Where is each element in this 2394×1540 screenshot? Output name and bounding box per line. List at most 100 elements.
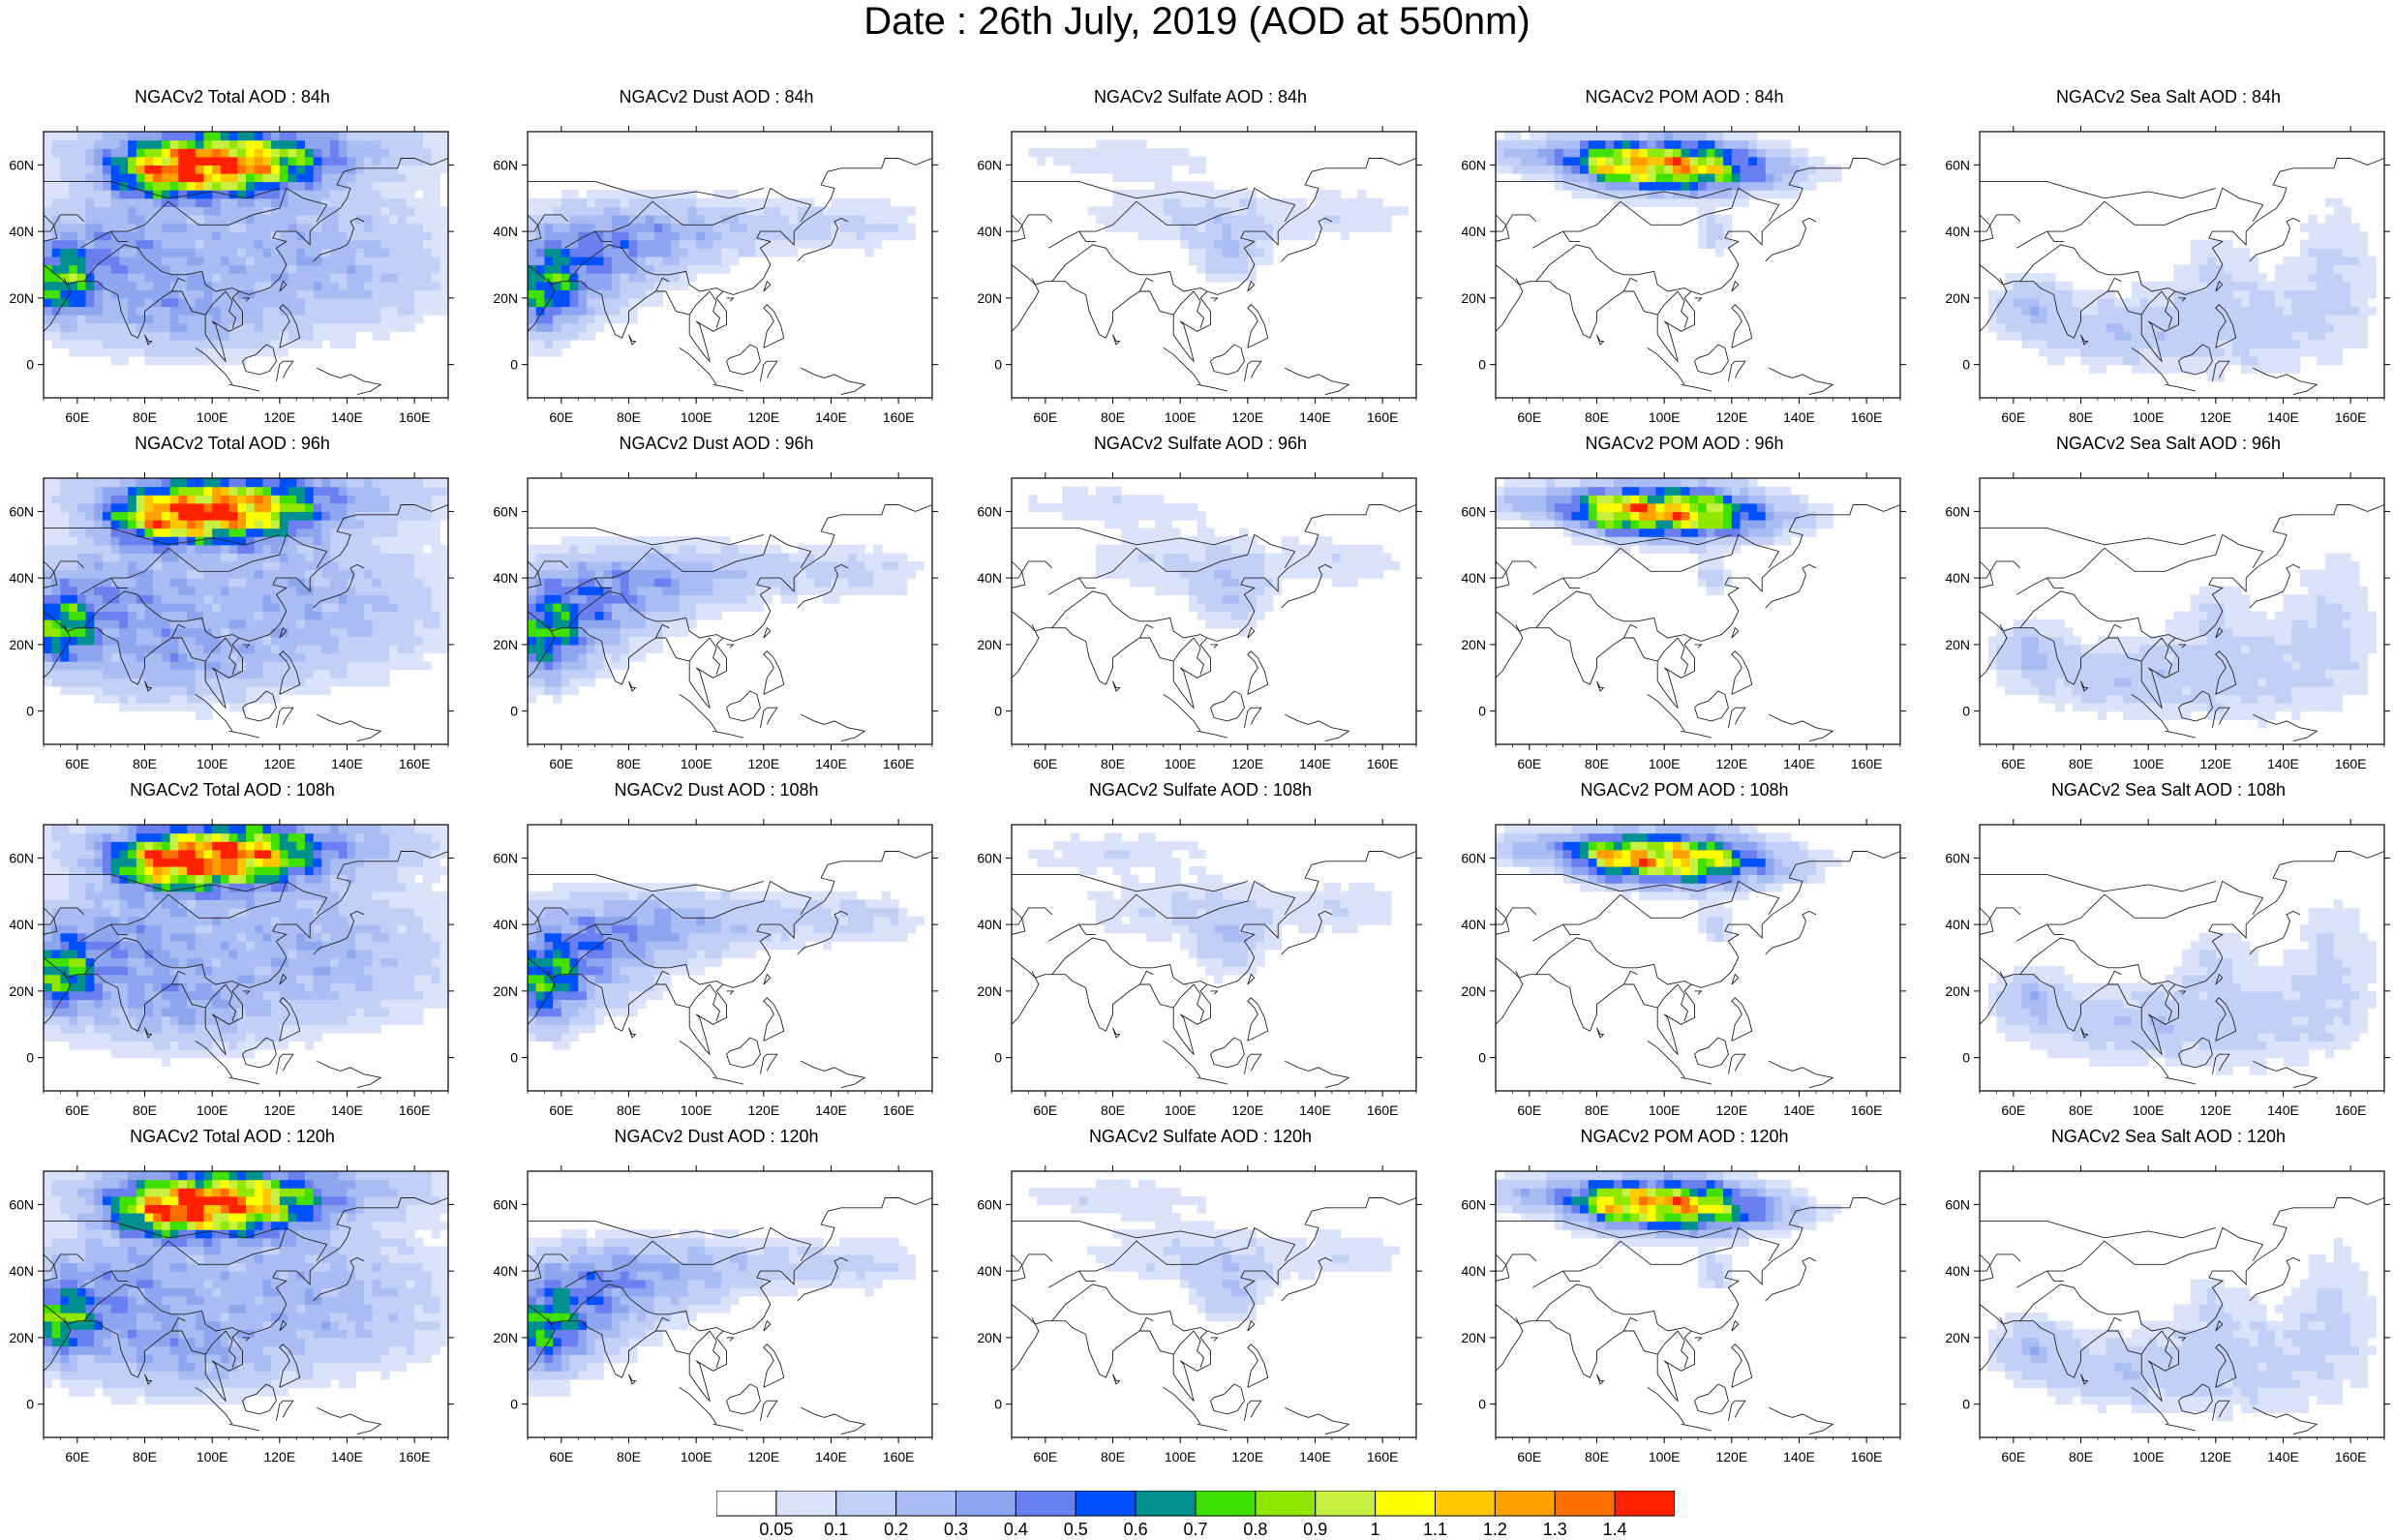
figure-title: Date : 26th July, 2019 (AOD at 550nm) [0, 0, 2394, 43]
latitude-tick-label: 20N [9, 1330, 34, 1345]
latitude-tick-label: 40N [977, 224, 1002, 239]
longitude-tick-label: 120E [747, 1449, 779, 1464]
latitude-tick-label: 40N [1461, 917, 1486, 932]
latitude-tick-label: 20N [1461, 983, 1486, 999]
latitude-tick-label: 20N [9, 983, 34, 999]
longitude-tick-label: 100E [2133, 409, 2165, 424]
longitude-tick-label: 80E [617, 1102, 641, 1117]
longitude-tick-label: 60E [1033, 1102, 1057, 1117]
latitude-tick-label: 60N [1945, 850, 1970, 865]
longitude-tick-label: 80E [2069, 1449, 2093, 1464]
latitude-tick-label: 60N [1945, 1196, 1970, 1212]
longitude-tick-label: 80E [617, 409, 641, 424]
longitude-tick-label: 140E [331, 409, 363, 424]
latitude-tick-label: 20N [1461, 290, 1486, 306]
longitude-tick-label: 80E [1101, 756, 1125, 770]
panel-title: NGACv2 Dust AOD : 120h [484, 1127, 949, 1146]
aod-field [528, 190, 916, 356]
panel-title: NGACv2 Dust AOD : 108h [484, 780, 949, 800]
latitude-tick-label: 0 [26, 1050, 34, 1066]
colorbar-box [1076, 1491, 1136, 1516]
panel-title: NGACv2 POM AOD : 120h [1452, 1127, 1917, 1146]
aod-field [528, 883, 924, 1049]
longitude-tick-label: 140E [815, 756, 847, 770]
aod-field [1988, 198, 2377, 382]
latitude-tick-label: 20N [493, 290, 518, 306]
longitude-tick-label: 60E [2001, 1102, 2025, 1117]
aod-field [1988, 899, 2377, 1074]
longitude-tick-label: 60E [549, 409, 573, 424]
longitude-tick-label: 80E [1585, 409, 1609, 424]
longitude-tick-label: 80E [2069, 1102, 2093, 1117]
longitude-tick-label: 100E [2133, 1102, 2165, 1117]
latitude-tick-label: 40N [1945, 570, 1970, 586]
longitude-tick-label: 160E [1851, 1102, 1883, 1117]
aod-field [1988, 1238, 2377, 1422]
latitude-tick-label: 60N [977, 850, 1002, 865]
latitude-tick-label: 60N [1461, 157, 1486, 172]
aod-field [1028, 1180, 1400, 1322]
latitude-tick-label: 0 [26, 1397, 34, 1412]
latitude-tick-label: 60N [1461, 850, 1486, 865]
longitude-tick-label: 140E [331, 1449, 363, 1464]
latitude-tick-label: 0 [1478, 1050, 1486, 1066]
latitude-tick-label: 60N [493, 157, 518, 172]
latitude-tick-label: 40N [1945, 1263, 1970, 1279]
longitude-tick-label: 60E [1517, 756, 1541, 770]
longitude-tick-label: 100E [1649, 756, 1681, 770]
longitude-tick-label: 100E [1165, 409, 1197, 424]
latitude-tick-label: 20N [1945, 1330, 1970, 1345]
panel-title: NGACv2 Sulfate AOD : 84h [968, 87, 1433, 106]
longitude-tick-label: 60E [65, 1102, 89, 1117]
longitude-tick-label: 100E [197, 1102, 228, 1117]
longitude-tick-label: 100E [1165, 756, 1197, 770]
longitude-tick-label: 100E [2133, 1449, 2165, 1464]
latitude-tick-label: 40N [977, 1263, 1002, 1279]
latitude-tick-label: 60N [9, 503, 34, 519]
longitude-tick-label: 160E [399, 756, 431, 770]
latitude-tick-label: 0 [994, 357, 1002, 373]
aod-field [1496, 132, 1842, 257]
latitude-tick-label: 60N [977, 503, 1002, 519]
longitude-tick-label: 140E [331, 756, 363, 770]
longitude-tick-label: 60E [549, 1449, 573, 1464]
longitude-tick-label: 100E [681, 756, 712, 770]
latitude-tick-label: 60N [1461, 503, 1486, 519]
longitude-tick-label: 100E [681, 409, 712, 424]
panel-title: NGACv2 Total AOD : 84h [0, 87, 465, 106]
longitude-tick-label: 60E [1033, 409, 1057, 424]
longitude-tick-label: 100E [197, 409, 228, 424]
longitude-tick-label: 160E [883, 409, 915, 424]
longitude-tick-label: 100E [1165, 1102, 1197, 1117]
longitude-tick-label: 160E [883, 1449, 915, 1464]
longitude-tick-label: 160E [1367, 1449, 1399, 1464]
latitude-tick-label: 0 [510, 357, 518, 373]
longitude-tick-label: 160E [2335, 409, 2367, 424]
longitude-tick-label: 100E [197, 1449, 228, 1464]
longitude-tick-label: 140E [1783, 409, 1815, 424]
aod-field [1496, 478, 1833, 595]
longitude-tick-label: 160E [883, 1102, 915, 1117]
latitude-tick-label: 60N [9, 850, 34, 865]
latitude-tick-label: 40N [1461, 570, 1486, 586]
colorbar-box [836, 1491, 896, 1516]
latitude-tick-label: 40N [977, 570, 1002, 586]
longitude-tick-label: 60E [1517, 1449, 1541, 1464]
latitude-tick-label: 60N [9, 1196, 34, 1212]
aod-field [1028, 487, 1400, 637]
longitude-tick-label: 140E [815, 1449, 847, 1464]
longitude-tick-label: 60E [65, 1449, 89, 1464]
latitude-tick-label: 60N [493, 850, 518, 865]
latitude-tick-label: 0 [994, 1050, 1002, 1066]
